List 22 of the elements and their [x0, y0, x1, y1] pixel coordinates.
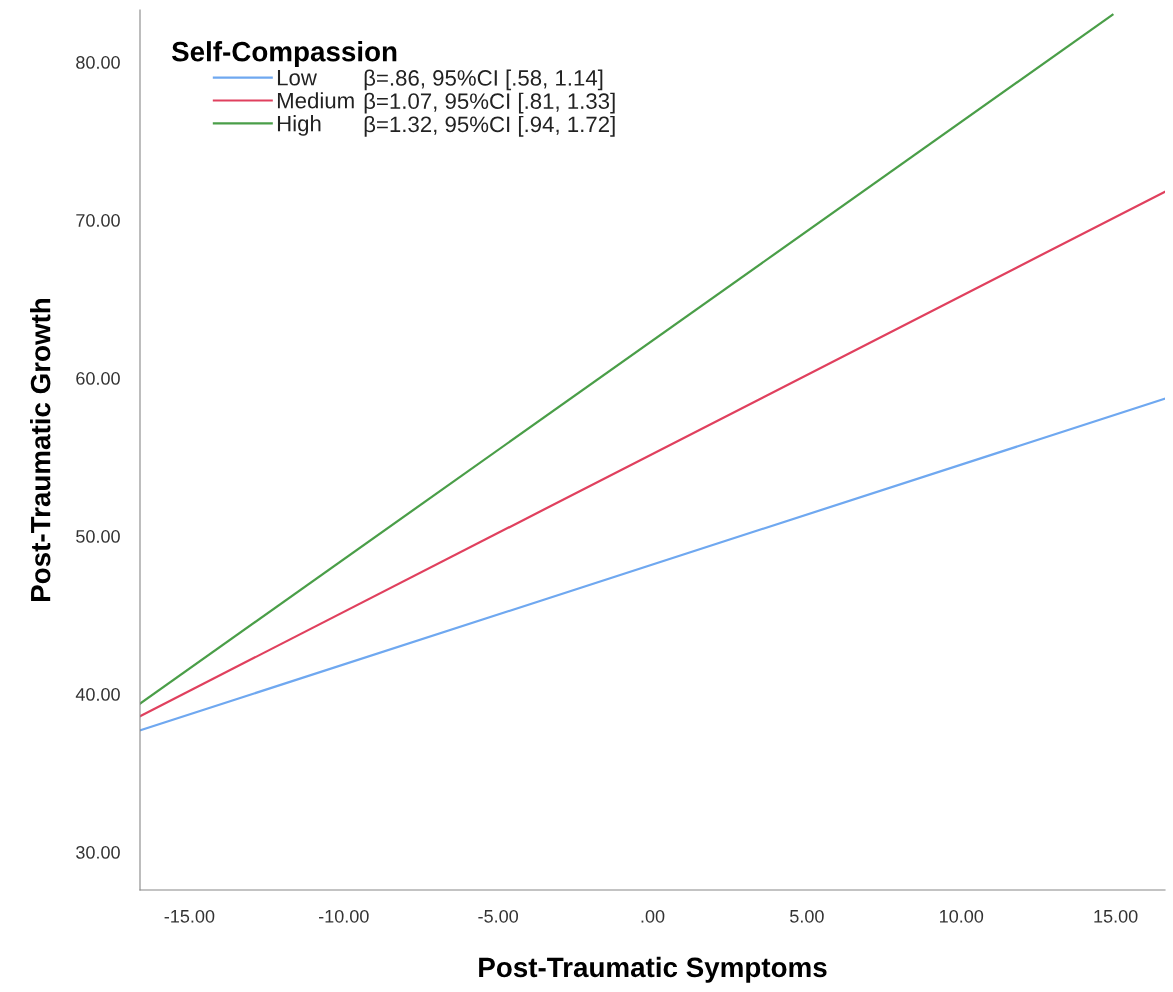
x-tick-label: 15.00: [1094, 909, 1138, 923]
annotation: β=1.32, 95%CI [.94, 1.72]: [364, 115, 615, 137]
x-axis-title: Post-Traumatic Symptoms: [479, 956, 827, 983]
legend-title: Self-Compassion: [171, 41, 397, 68]
y-tick-label: 70.00: [76, 214, 120, 227]
annotation: β=.86, 95%CI [.58, 1.14]: [364, 69, 603, 91]
x-tick-label: 5.00: [790, 909, 824, 923]
y-tick-label: 80.00: [76, 56, 120, 69]
x-tick-label: -5.00: [478, 909, 519, 923]
x-tick-label: -15.00: [164, 909, 215, 923]
x-tick-label: -10.00: [318, 909, 369, 923]
x-tick-label: .00: [641, 909, 665, 923]
y-tick-label: 40.00: [75, 688, 120, 701]
y-axis-title: Post-Traumatic Growth: [30, 298, 51, 601]
annotation: β=1.07, 95%CI [.81, 1.33]: [364, 92, 615, 114]
legend-label: Low: [277, 70, 317, 86]
y-tick-label: 30.00: [76, 846, 120, 859]
y-tick-label: 60.00: [76, 372, 120, 385]
x-tick-label: 10.00: [940, 909, 984, 923]
y-tick-label: 50.00: [76, 530, 120, 543]
legend-label: Medium: [277, 92, 354, 109]
legend-label: High: [277, 115, 321, 136]
